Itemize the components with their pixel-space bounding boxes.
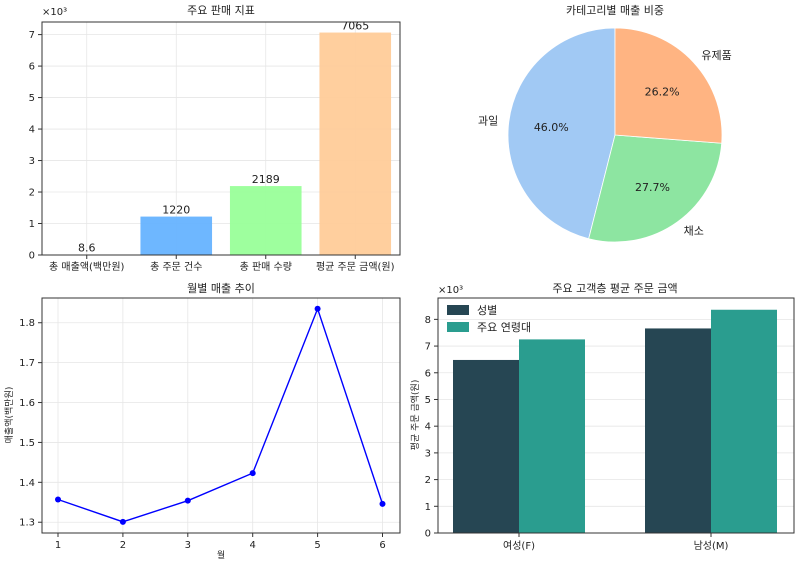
pie-category-label: 유제품 (701, 49, 731, 62)
y-tick-label: 1.6 (19, 398, 35, 409)
y-tick-label: 1 (29, 219, 35, 230)
sales-metrics-title: 주요 판매 지표 (187, 4, 255, 17)
y-tick-label: 5 (29, 93, 35, 104)
legend-swatch-gender (447, 305, 469, 315)
bar (645, 328, 711, 533)
segment-avg-order-legend: 성별 주요 연령대 (447, 304, 531, 334)
y-tick-label: 6 (29, 62, 35, 73)
data-point (379, 500, 386, 507)
bar (453, 359, 519, 533)
x-tick-label: 평균 주문 금액(원) (316, 261, 395, 273)
monthly-trend-axes-frame (41, 297, 401, 534)
y-tick-label: 1.8 (19, 318, 35, 329)
y-tick-label: 0 (425, 529, 431, 540)
pie-slice (588, 134, 723, 243)
y-tick-label: 1.4 (19, 478, 35, 489)
y-tick-label: 1.5 (19, 438, 35, 449)
y-tick-label: 1 (425, 502, 431, 513)
bar (229, 186, 302, 255)
x-tick-label: 5 (314, 540, 320, 551)
y-tick-label: 1.3 (19, 518, 35, 529)
x-tick-label: 총 주문 건수 (150, 261, 202, 273)
segment-avg-order-offset-label: ×10³ (438, 285, 463, 296)
pie-slice (614, 27, 723, 144)
bar (711, 309, 777, 533)
legend-swatch-age-group (447, 322, 469, 332)
pie-category-label: 채소 (684, 225, 704, 238)
sales-metrics-offset-label: ×10³ (42, 7, 67, 18)
y-tick-label: 5 (425, 395, 431, 406)
x-tick-label: 총 매출액(백만원) (49, 261, 124, 273)
data-point (184, 497, 191, 504)
y-tick-label: 1.7 (19, 358, 35, 369)
y-tick-label: 3 (425, 448, 431, 459)
sales-metrics-chart: 주요 판매 지표 ×10³ 8.6 1220 2189 7065 0 1 2 3 4 5 6 7 총… (29, 4, 401, 273)
y-tick-label: 0 (29, 251, 35, 262)
monthly-trend-title: 월별 매출 추이 (187, 282, 255, 295)
monthly-trend-ylabel: 매출액(백만원) (3, 387, 15, 444)
y-tick-label: 7 (29, 30, 35, 41)
pie-category-label: 과일 (478, 113, 498, 127)
x-tick-label: 6 (379, 540, 385, 551)
x-tick-label: 3 (185, 540, 191, 551)
monthly-trend-xlabel: 월 (217, 549, 225, 561)
bar-value-label: 2189 (252, 173, 280, 186)
sales-metrics-axes-frame (41, 21, 401, 256)
bar-value-label: 1220 (162, 204, 190, 217)
y-tick-label: 8 (425, 315, 431, 326)
y-tick-label: 2 (29, 188, 35, 199)
bar (319, 32, 392, 255)
bar (519, 339, 585, 533)
y-tick-label: 3 (29, 156, 35, 167)
bar-value-label: 8.6 (78, 242, 96, 255)
data-point (119, 518, 126, 525)
data-point (314, 305, 321, 312)
y-tick-label: 6 (425, 368, 431, 379)
pie-pct-label: 46.0% (534, 121, 569, 134)
y-tick-label: 4 (29, 125, 35, 136)
segment-avg-order-chart: 주요 고객층 평균 주문 금액 ×10³ 0 1 2 3 4 5 6 7 8 여성(F) 남성(M… (409, 282, 795, 552)
pie-pct-label: 27.7% (635, 181, 670, 194)
monthly-trend-chart: 월별 매출 추이 1.3 1.4 1.5 1.6 1.7 1.8 1 2 3 4 5 6 월 매출액… (3, 282, 401, 561)
x-tick-label: 총 판매 수량 (240, 261, 292, 273)
category-share-chart: 카테고리별 매출 비중 46.0% 과일 27.7% 채소 26.2% 유제품 (478, 4, 732, 243)
pie-pct-label: 26.2% (645, 85, 680, 98)
data-point (249, 470, 256, 477)
data-point (55, 496, 61, 503)
x-tick-label: 2 (120, 540, 126, 551)
segment-avg-order-axes-frame (437, 297, 795, 534)
segment-avg-order-title: 주요 고객층 평균 주문 금액 (552, 282, 677, 295)
legend-label-age-group: 주요 연령대 (477, 321, 531, 334)
y-tick-label: 2 (425, 475, 431, 486)
category-share-title: 카테고리별 매출 비중 (566, 4, 664, 17)
bar (140, 216, 213, 255)
legend-label-gender: 성별 (477, 304, 497, 317)
y-tick-label: 4 (425, 422, 431, 433)
bar-value-label: 7065 (341, 20, 369, 33)
series-line (57, 306, 384, 523)
segment-avg-order-ylabel: 평균 주문 금액(원) (409, 380, 421, 451)
x-tick-label: 4 (250, 540, 256, 551)
x-tick-label: 1 (55, 540, 61, 551)
y-tick-label: 7 (425, 342, 431, 353)
x-tick-label: 여성(F) (503, 540, 535, 552)
x-tick-label: 남성(M) (694, 540, 729, 552)
pie-slice (507, 27, 616, 240)
